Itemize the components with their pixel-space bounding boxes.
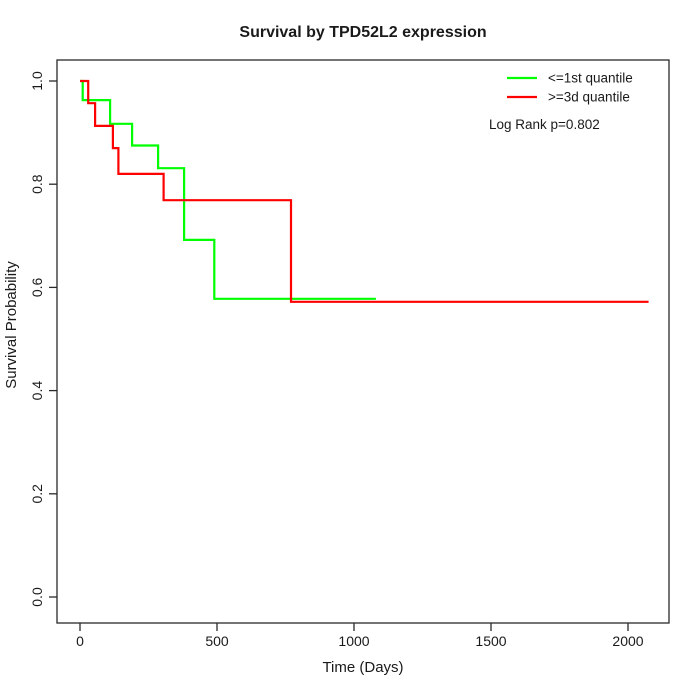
y-tick-label: 0.2 [29, 484, 45, 504]
y-tick-label: 0.8 [29, 174, 45, 194]
legend: <=1st quantile >=3d quantile [507, 71, 633, 105]
x-tick-label: 500 [205, 633, 229, 649]
x-tick-label: 1000 [338, 633, 369, 649]
legend-label: <=1st quantile [548, 71, 633, 86]
x-tick-label: 1500 [475, 633, 506, 649]
survival-curve-high-expression [80, 79, 649, 303]
y-tick-label: 0.6 [29, 277, 45, 297]
y-axis-ticks: 0.0 0.2 0.4 0.6 0.8 1.0 [29, 71, 57, 607]
y-tick-label: 1.0 [29, 71, 45, 91]
survival-curves [80, 79, 649, 303]
x-axis-label: Time (Days) [322, 659, 403, 676]
chart-title: Survival by TPD52L2 expression [239, 24, 486, 41]
legend-label: >=3d quantile [548, 90, 630, 105]
survival-curve-low-expression [80, 79, 376, 300]
y-tick-label: 0.4 [29, 381, 45, 401]
log-rank-annotation: Log Rank p=0.802 [489, 117, 600, 132]
x-axis-ticks: 0 500 1000 1500 2000 [76, 623, 644, 649]
y-axis-label: Survival Probability [3, 261, 20, 389]
y-tick-label: 0.0 [29, 587, 45, 607]
plot-box [56, 59, 670, 624]
x-tick-label: 0 [76, 633, 84, 649]
x-tick-label: 2000 [612, 633, 643, 649]
